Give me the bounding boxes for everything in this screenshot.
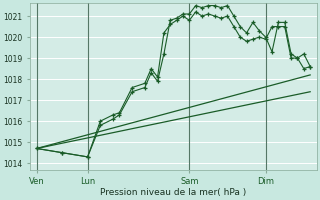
X-axis label: Pression niveau de la mer( hPa ): Pression niveau de la mer( hPa ): [100, 188, 247, 197]
